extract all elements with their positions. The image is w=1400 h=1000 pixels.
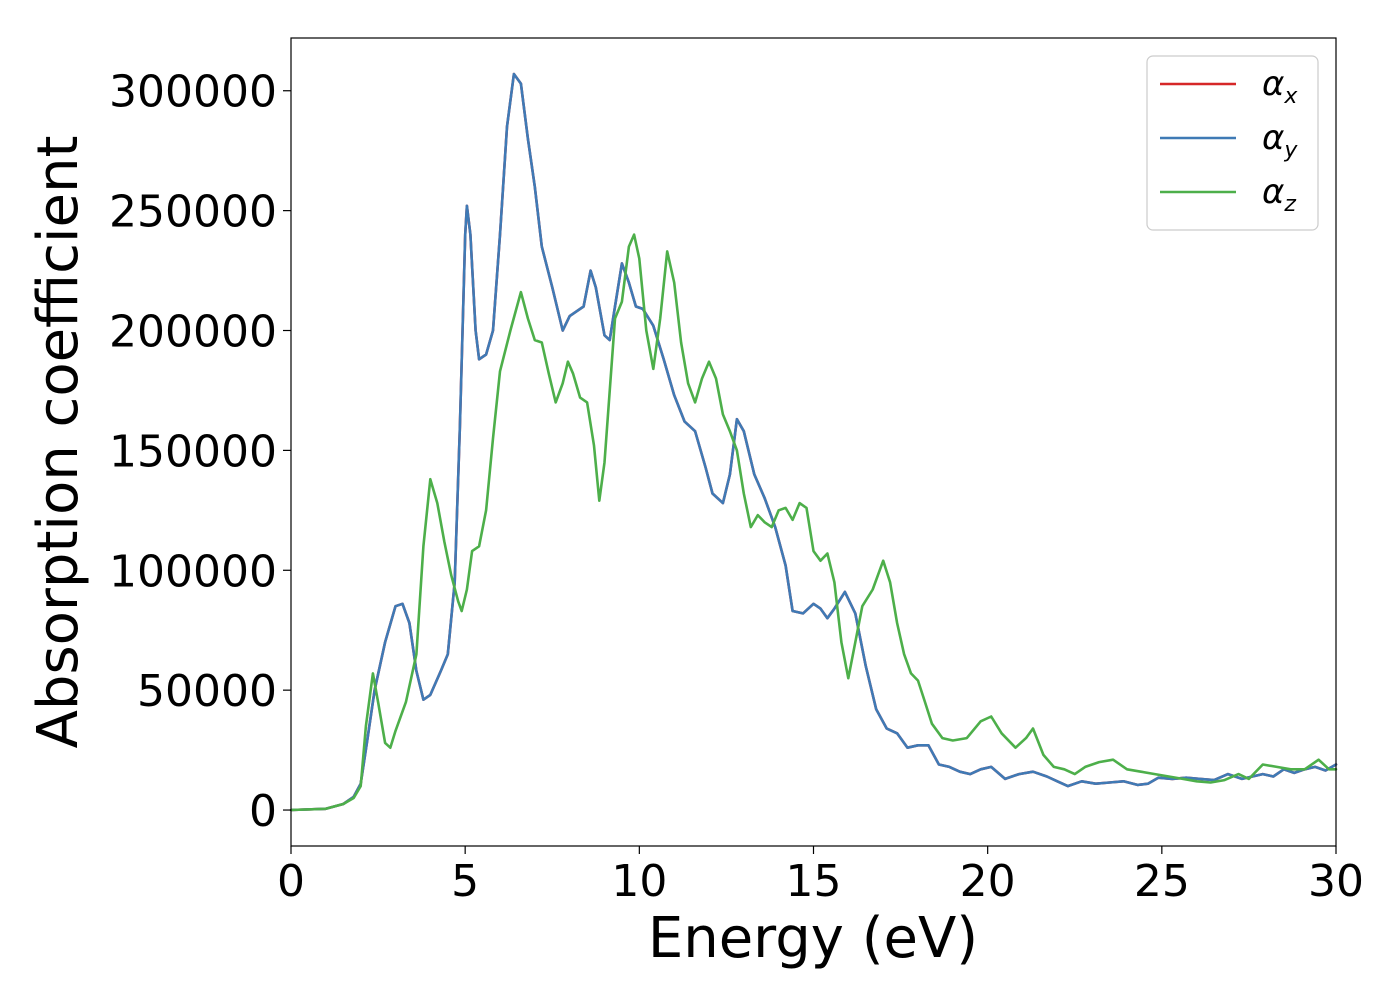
y-tick-label: 100000 [109, 546, 277, 597]
y-tick-label: 50000 [137, 666, 277, 717]
y-axis-title: Absorption coefficient [26, 136, 91, 749]
series-line-alpha-z [289, 233, 1338, 812]
legend-label-alpha-y: αy [1262, 118, 1298, 163]
y-tick-label: 0 [249, 786, 277, 837]
x-tick-label: 30 [1308, 856, 1364, 907]
legend-box [1146, 55, 1319, 231]
x-axis: 0 5 10 15 20 25 30 [277, 846, 1364, 907]
x-tick-label: 0 [277, 856, 305, 907]
x-tick-label: 25 [1134, 856, 1190, 907]
x-tick-label: 5 [451, 856, 479, 907]
y-tick-label: 250000 [109, 187, 277, 238]
legend-label-alpha-z: αz [1262, 172, 1296, 217]
y-tick-label: 300000 [109, 67, 277, 118]
x-tick-label: 15 [786, 856, 842, 907]
y-tick-label: 150000 [109, 426, 277, 477]
legend: αx αy αz [1146, 55, 1319, 231]
x-tick-label: 20 [960, 856, 1016, 907]
series-line-alpha-y [289, 72, 1338, 812]
y-axis: 0 50000 100000 150000 200000 250000 300000 [109, 67, 291, 837]
x-tick-label: 10 [611, 856, 667, 907]
x-axis-title: Energy (eV) [648, 906, 978, 971]
series-layer [289, 72, 1338, 812]
y-tick-label: 200000 [109, 307, 277, 358]
legend-label-alpha-x: αx [1262, 64, 1298, 109]
